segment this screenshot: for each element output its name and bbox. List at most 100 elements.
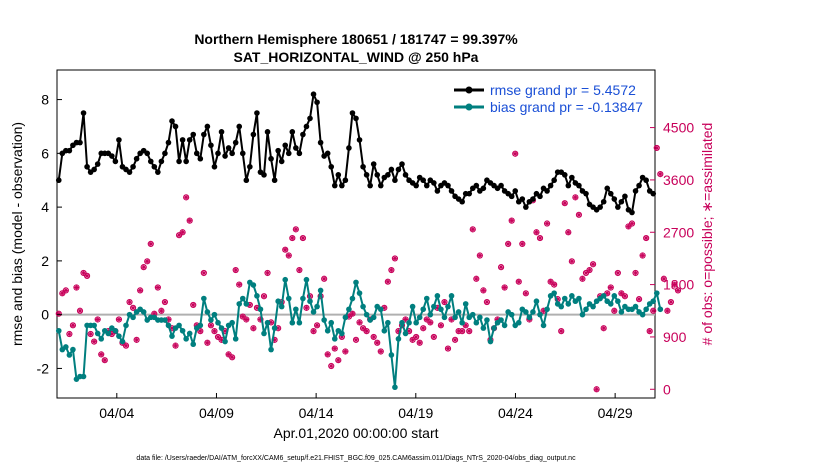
- obs-assimilated-point: [388, 267, 394, 273]
- obs-possible-point: [356, 319, 363, 326]
- rmse-point: [179, 137, 186, 143]
- obs-possible-point: [628, 220, 636, 227]
- bias-point: [254, 293, 260, 299]
- bias-point: [264, 319, 271, 326]
- obs-possible-point: [313, 322, 321, 329]
- bias-point: [399, 319, 405, 326]
- obs-assimilated-point: [626, 224, 631, 229]
- rmse-point: [158, 158, 165, 165]
- bias-point: [653, 290, 660, 296]
- rmse-point: [377, 182, 384, 189]
- obs-possible-point: [204, 339, 211, 346]
- obs-assimilated-point: [622, 293, 628, 299]
- rmse-point: [232, 139, 239, 146]
- bias-point: [236, 301, 243, 307]
- obs-assimilated-point: [204, 340, 210, 346]
- obs-assimilated-point: [173, 343, 178, 349]
- obs-assimilated-point: [70, 322, 76, 328]
- bias-point: [480, 325, 487, 331]
- rmse-point: [547, 182, 554, 189]
- obs-assimilated-point: [130, 305, 136, 311]
- obs-assimilated-point: [158, 308, 164, 314]
- bias-point: [232, 336, 239, 342]
- obs-assimilated-point: [590, 261, 596, 267]
- bias-point: [413, 319, 419, 326]
- bias-point: [98, 336, 105, 342]
- obs-possible-point: [190, 301, 197, 309]
- obs-possible-point: [282, 246, 289, 253]
- rmse-point: [77, 139, 83, 146]
- bias-point: [473, 319, 480, 326]
- bias-point: [257, 306, 264, 313]
- rmse-point: [629, 209, 635, 216]
- rmse-point: [370, 161, 377, 167]
- rmse-point: [310, 91, 317, 97]
- bias-point: [66, 352, 73, 358]
- bias-point: [353, 279, 359, 286]
- rmse-point: [388, 166, 395, 173]
- rmse-point: [144, 150, 151, 157]
- bias-point: [611, 293, 618, 299]
- bias-point: [239, 295, 246, 302]
- rmse-point: [650, 190, 657, 197]
- bias-point: [484, 317, 490, 323]
- bias-point: [420, 306, 427, 313]
- obs-assimilated-point: [587, 267, 592, 273]
- obs-assimilated-point: [240, 314, 246, 319]
- rmse-point: [466, 190, 473, 197]
- obs-assimilated-point: [180, 229, 186, 235]
- bias-point: [119, 338, 126, 345]
- obs-possible-point: [430, 333, 437, 341]
- obs-possible-point: [593, 386, 600, 393]
- rmse-point: [303, 123, 310, 130]
- obs-possible-point: [643, 234, 650, 242]
- bias-point: [579, 311, 586, 318]
- rmse-point: [176, 158, 182, 165]
- bias-point: [63, 344, 69, 350]
- rmse-point: [576, 182, 582, 189]
- obs-assimilated-point: [371, 334, 377, 340]
- bias-point: [615, 298, 621, 305]
- obs-assimilated-point: [477, 253, 483, 258]
- obs-assimilated-point: [569, 258, 575, 264]
- obs-possible-point: [236, 281, 243, 288]
- obs-assimilated-point: [321, 276, 327, 282]
- rmse-point: [523, 204, 529, 210]
- rmse-point: [218, 129, 225, 135]
- obs-possible-point: [137, 287, 144, 294]
- legend-bias-marker: [465, 103, 473, 111]
- rmse-point: [498, 182, 504, 189]
- obs-possible-point: [211, 328, 218, 335]
- rmse-point: [339, 182, 345, 189]
- obs-assimilated-point: [91, 339, 97, 344]
- bias-point: [300, 295, 306, 302]
- obs-assimilated-point: [396, 328, 401, 334]
- rmse-point: [197, 155, 204, 162]
- obs-possible-point: [664, 307, 671, 314]
- rmse-point: [261, 172, 267, 178]
- rmse-point: [282, 142, 289, 149]
- obs-assimilated-point: [505, 241, 511, 247]
- obs-possible-point: [614, 269, 621, 277]
- rmse-point: [169, 118, 175, 124]
- rmse-point: [544, 188, 550, 194]
- obs-possible-point: [674, 287, 682, 294]
- rmse-point: [155, 169, 161, 175]
- obs-assimilated-point: [162, 299, 168, 305]
- rmse-point: [239, 150, 246, 157]
- bias-point: [349, 295, 356, 302]
- bias-point: [565, 301, 572, 307]
- obs-assimilated-point: [572, 194, 578, 200]
- obs-possible-point: [335, 357, 342, 364]
- obs-assimilated-point: [498, 264, 504, 270]
- obs-assimilated-point: [176, 232, 182, 238]
- obs-possible-point: [466, 328, 473, 335]
- obs-possible-point: [126, 298, 133, 306]
- obs-assimilated-point: [668, 299, 674, 305]
- obs-possible-point: [589, 261, 597, 268]
- x-axis: 04/04 04/09 04/14 04/19 04/24 04/29: [99, 393, 633, 421]
- bias-point: [498, 317, 504, 323]
- obs-assimilated-point: [654, 145, 660, 151]
- obs-possible-point: [427, 319, 434, 326]
- bias-point: [409, 303, 416, 310]
